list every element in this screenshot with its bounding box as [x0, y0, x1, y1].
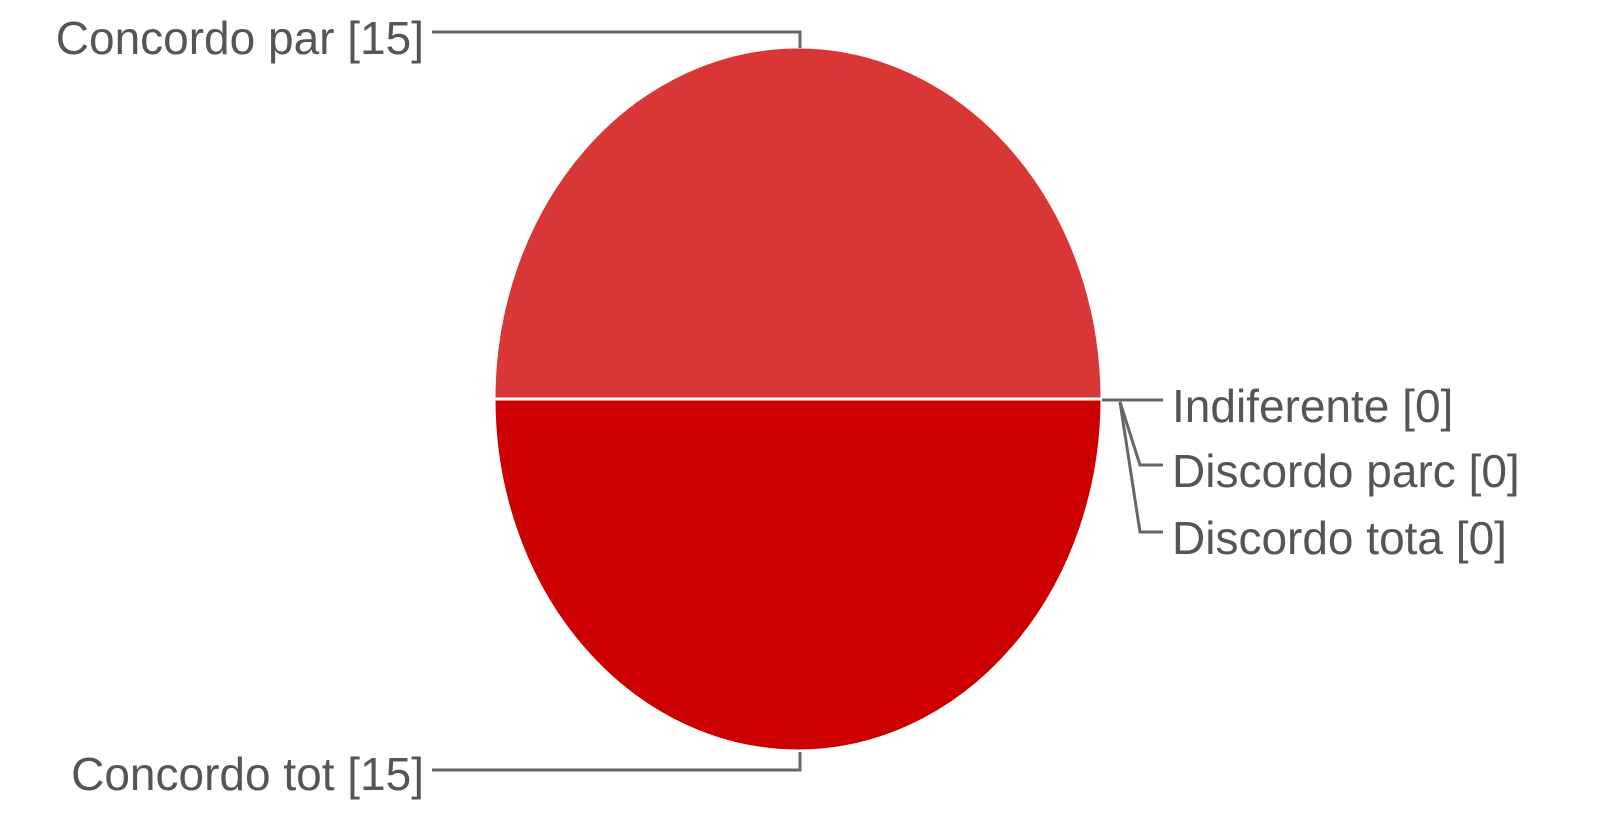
- leader-line-concordo-par: [432, 30, 802, 48]
- slice-label-indiferente: Indiferente [0]: [1172, 380, 1453, 432]
- leader-line-discordo-tota: [1118, 401, 1163, 534]
- slice-label-discordo-tota: Discordo tota [0]: [1172, 512, 1507, 564]
- leader-line-discordo-parc: [1118, 401, 1163, 467]
- pie-slice-concordo-tot: [492, 397, 1104, 753]
- slice-label-discordo-parc: Discordo parc [0]: [1172, 445, 1520, 497]
- pie-slices: [492, 45, 1104, 753]
- leader-line-concordo-tot: [432, 752, 802, 772]
- pie-slice-concordo-par: [492, 45, 1104, 401]
- slice-label-concordo-par: Concordo par [15]: [56, 12, 424, 64]
- slice-label-concordo-tot: Concordo tot [15]: [71, 748, 424, 800]
